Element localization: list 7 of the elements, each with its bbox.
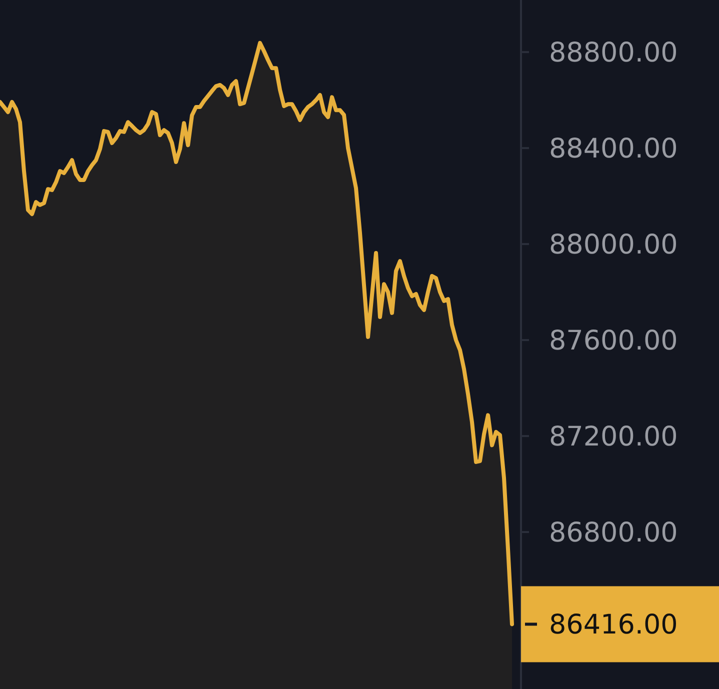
y-tick-label: 88800.00 <box>549 38 678 69</box>
y-tick-label: 87600.00 <box>549 326 678 357</box>
y-tick-label: 87200.00 <box>549 422 678 453</box>
text: 86416.00 <box>549 610 678 641</box>
y-tick-label: 88400.00 <box>549 134 678 165</box>
y-tick-label: 88000.00 <box>549 230 678 261</box>
y-tick-label: 86800.00 <box>549 518 678 548</box>
